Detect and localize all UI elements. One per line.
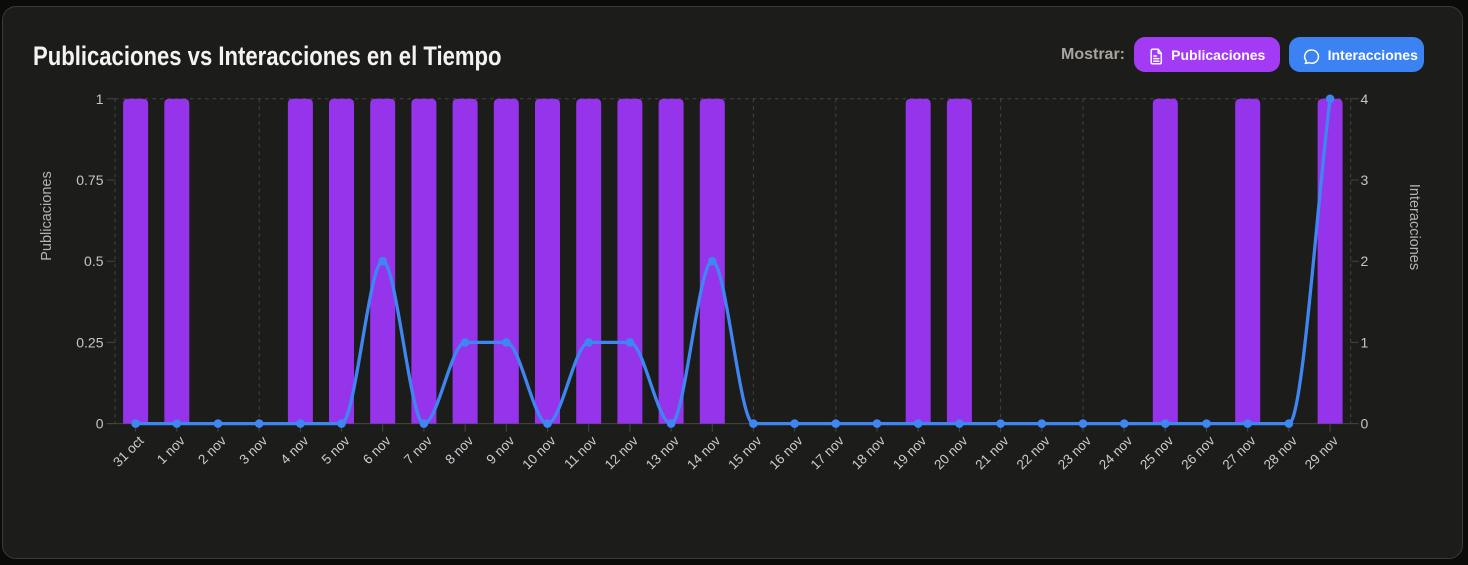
svg-text:2 nov: 2 nov [195, 433, 229, 467]
svg-text:1: 1 [1361, 334, 1369, 350]
svg-text:1 nov: 1 nov [154, 433, 188, 467]
svg-text:19 nov: 19 nov [890, 433, 929, 472]
svg-text:18 nov: 18 nov [849, 433, 888, 472]
svg-text:Publicaciones: Publicaciones [39, 171, 55, 260]
svg-text:27 nov: 27 nov [1220, 433, 1259, 472]
svg-text:23 nov: 23 nov [1055, 433, 1094, 472]
svg-text:14 nov: 14 nov [684, 433, 723, 472]
svg-text:24 nov: 24 nov [1096, 433, 1135, 472]
svg-text:6 nov: 6 nov [360, 433, 394, 467]
svg-text:28 nov: 28 nov [1261, 433, 1300, 472]
svg-text:2: 2 [1361, 253, 1369, 269]
svg-text:29 nov: 29 nov [1302, 433, 1341, 472]
svg-text:12 nov: 12 nov [602, 433, 641, 472]
svg-text:0: 0 [96, 416, 104, 432]
svg-text:0.5: 0.5 [84, 253, 104, 269]
svg-text:0.75: 0.75 [76, 172, 103, 188]
svg-text:21 nov: 21 nov [972, 433, 1011, 472]
svg-text:3: 3 [1361, 172, 1369, 188]
svg-text:0.25: 0.25 [76, 334, 103, 350]
svg-text:3 nov: 3 nov [236, 433, 270, 467]
svg-text:Interacciones: Interacciones [1406, 184, 1422, 270]
svg-text:9 nov: 9 nov [483, 433, 517, 467]
svg-text:1: 1 [96, 91, 104, 107]
svg-text:4: 4 [1361, 91, 1369, 107]
svg-text:31 oct: 31 oct [110, 433, 147, 470]
svg-text:16 nov: 16 nov [766, 433, 805, 472]
svg-text:5 nov: 5 nov [319, 433, 353, 467]
svg-text:8 nov: 8 nov [442, 433, 476, 467]
svg-text:11 nov: 11 nov [561, 433, 600, 472]
svg-text:25 nov: 25 nov [1137, 433, 1176, 472]
svg-text:7 nov: 7 nov [401, 433, 435, 467]
svg-text:22 nov: 22 nov [1014, 433, 1053, 472]
svg-text:15 nov: 15 nov [725, 433, 764, 472]
svg-text:20 nov: 20 nov [931, 433, 970, 472]
svg-text:4 nov: 4 nov [278, 433, 312, 467]
svg-text:13 nov: 13 nov [643, 433, 682, 472]
svg-text:0: 0 [1361, 416, 1369, 432]
svg-text:10 nov: 10 nov [519, 433, 558, 472]
svg-text:17 nov: 17 nov [808, 433, 847, 472]
svg-text:26 nov: 26 nov [1178, 433, 1217, 472]
